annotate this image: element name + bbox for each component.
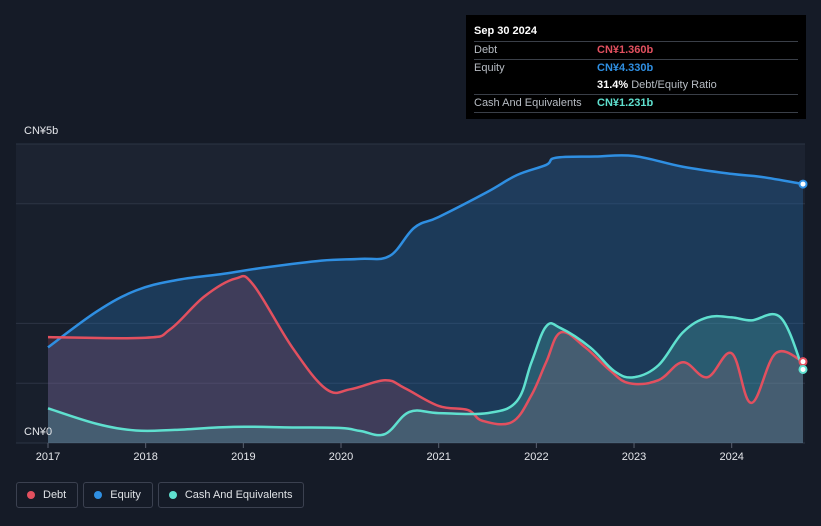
y-tick-label: CN¥0	[24, 426, 52, 438]
end-marker-equity[interactable]	[798, 179, 808, 189]
line-cash-and-equivalents	[47, 312, 805, 437]
legend-dot-debt	[27, 491, 35, 499]
legend-item-cash[interactable]: Cash And Equivalents	[157, 482, 305, 508]
x-axis-ticks: 2017 2018 2019 2020 2021 2022 2023 2024	[36, 443, 744, 463]
plot-highlight-band	[16, 144, 805, 204]
tooltip-row-ratio: 31.4% Debt/Equity Ratio	[474, 77, 798, 94]
y-axis-ticks: CN¥5b CN¥0	[24, 125, 58, 438]
x-tick-label: 2023	[622, 451, 646, 463]
legend-dot-cash	[168, 491, 177, 499]
end-marker-debt[interactable]	[798, 357, 808, 367]
x-tick-label: 2022	[524, 451, 548, 463]
tooltip-debt-value: CN¥1.360b	[597, 44, 654, 56]
tooltip-row-debt: Debt CN¥1.360b	[474, 41, 798, 59]
tooltip-debt-label: Debt	[474, 44, 498, 56]
x-tick-label: 2021	[426, 451, 450, 463]
legend-item-debt[interactable]: Debt	[16, 482, 79, 508]
data-tooltip: Sep 30 2024 Debt CN¥1.360b Equity CN¥4.3…	[466, 15, 806, 119]
tooltip-ratio-value: 31.4%	[597, 79, 629, 91]
x-tick-label: 2017	[36, 451, 60, 463]
tooltip-row-cash: Cash And Equivalents CN¥1.231b	[474, 94, 798, 113]
x-tick-label: 2024	[719, 451, 743, 463]
series-lines	[47, 153, 805, 437]
tooltip-cash-value: CN¥1.231b	[597, 97, 654, 109]
legend-label-debt: Debt	[43, 489, 67, 501]
end-marker-cash-and-equivalents[interactable]	[798, 364, 808, 374]
tooltip-date: Sep 30 2024	[474, 25, 537, 37]
x-tick-label: 2019	[231, 451, 255, 463]
tooltip-equity-label: Equity	[474, 62, 505, 74]
line-debt	[47, 274, 804, 426]
line-equity	[47, 153, 804, 349]
x-tick-label: 2020	[329, 451, 353, 463]
legend-label-cash: Cash And Equivalents	[184, 489, 293, 501]
legend-item-equity[interactable]: Equity	[83, 482, 153, 508]
tooltip-cash-label: Cash And Equivalents	[474, 97, 582, 109]
area-cash-and-equivalents	[48, 314, 803, 443]
tooltip-ratio-spacer	[474, 77, 597, 94]
legend-label-equity: Equity	[110, 489, 141, 501]
tooltip-row-equity: Equity CN¥4.330b	[474, 59, 798, 77]
tooltip-ratio-label: Debt/Equity Ratio	[631, 79, 717, 91]
end-markers	[798, 179, 808, 374]
tooltip-equity-value: CN¥4.330b	[597, 62, 654, 74]
y-tick-label: CN¥5b	[24, 125, 58, 137]
x-tick-label: 2018	[133, 451, 157, 463]
legend-dot-equity	[94, 491, 103, 499]
area-debt	[48, 276, 803, 443]
grid-lines	[16, 143, 805, 444]
chart-legend: Debt Equity Cash And Equivalents	[16, 482, 305, 508]
